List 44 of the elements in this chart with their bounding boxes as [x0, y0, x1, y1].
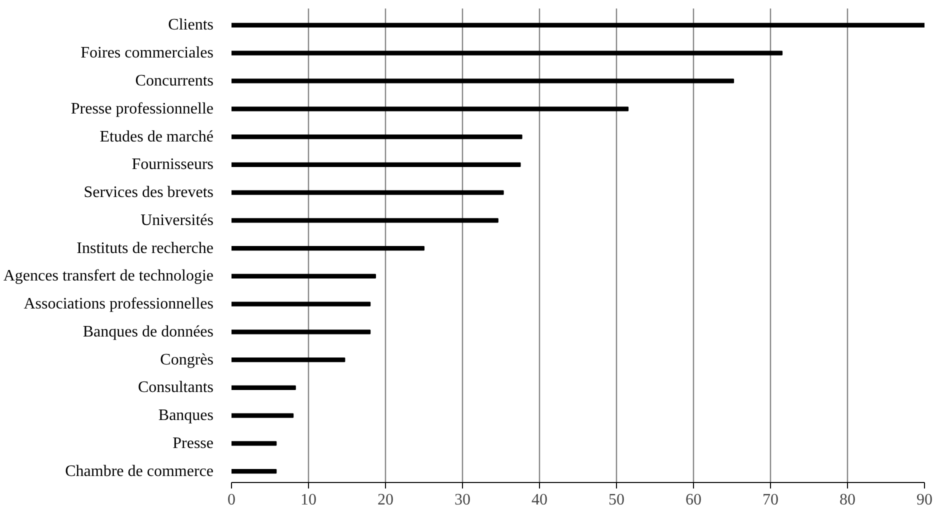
- x-tick-label: 0: [228, 492, 236, 508]
- y-tick-label: Presse: [172, 434, 214, 452]
- x-tick-label: 90: [916, 492, 932, 508]
- y-tick-label: Instituts de recherche: [76, 240, 214, 257]
- bar: [232, 413, 294, 418]
- x-tick-label: 50: [608, 492, 624, 508]
- bar: [232, 190, 504, 195]
- y-tick-label: Clients: [168, 16, 214, 34]
- x-tick-label: 60: [686, 492, 702, 508]
- y-tick-label: Presse professionnelle: [70, 100, 214, 118]
- bar: [232, 469, 277, 474]
- bar: [232, 274, 376, 278]
- x-tick-label: 30: [454, 492, 470, 508]
- bar: [232, 22, 924, 28]
- bar: [232, 330, 371, 334]
- bar: [232, 106, 629, 112]
- bar: [232, 246, 424, 251]
- y-tick-label: Agences transfert de technologie: [3, 268, 214, 285]
- y-tick-label: Consultants: [138, 379, 214, 396]
- y-tick-label: Chambre de commerce: [65, 462, 214, 480]
- bar: [232, 358, 346, 362]
- y-tick-label: Universités: [140, 212, 214, 229]
- bar: [232, 385, 296, 390]
- y-tick-label: Banques de données: [82, 323, 214, 340]
- bar: [232, 134, 522, 140]
- y-tick-label: Services des brevets: [84, 184, 214, 202]
- y-tick-label: Etudes de marché: [100, 128, 214, 146]
- bar: [232, 441, 277, 446]
- bar: [232, 50, 783, 56]
- y-tick-label: Congrès: [160, 351, 214, 368]
- bar: [232, 218, 498, 223]
- y-tick-label: Associations professionnelles: [24, 296, 214, 313]
- bar: [232, 78, 734, 84]
- bar: [232, 162, 521, 167]
- x-tick-label: 40: [532, 492, 548, 508]
- x-tick-label: 10: [300, 492, 316, 508]
- y-tick-label: Fournisseurs: [132, 156, 214, 174]
- x-tick-label: 80: [840, 492, 856, 508]
- y-tick-label: Concurrents: [135, 72, 214, 90]
- y-tick-label: Foires commerciales: [80, 44, 214, 62]
- bar: [232, 302, 371, 306]
- x-tick-label: 20: [378, 492, 394, 508]
- x-tick-label: 70: [762, 492, 778, 508]
- y-tick-label: Banques: [158, 407, 214, 424]
